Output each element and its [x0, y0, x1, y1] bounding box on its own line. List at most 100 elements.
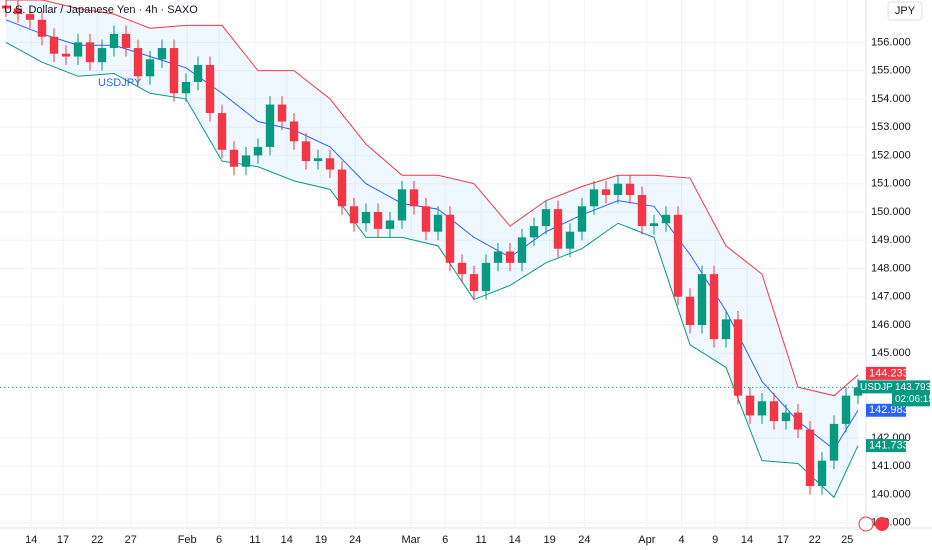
candle-body — [145, 59, 155, 77]
candle-body — [817, 460, 827, 487]
candle-body — [469, 274, 479, 292]
x-tick-label: 14 — [741, 534, 753, 546]
candle-body — [421, 206, 431, 232]
candle-body — [565, 231, 575, 249]
candle-body — [97, 48, 107, 63]
y-tick-label: 152.000 — [871, 149, 911, 161]
y-tick-label: 149.000 — [871, 234, 911, 246]
candle-body — [241, 155, 251, 167]
candle-body — [613, 183, 623, 195]
candle-body — [109, 33, 119, 49]
candle-body — [445, 214, 455, 263]
candle-body — [517, 237, 527, 263]
candle-body — [769, 401, 779, 422]
series-label: USDJPY — [98, 77, 142, 89]
flag-icon[interactable] — [875, 517, 889, 531]
x-tick-label: Apr — [638, 534, 655, 546]
candle-body — [805, 429, 815, 487]
x-tick-label: 17 — [57, 534, 69, 546]
x-tick-label: 6 — [216, 534, 222, 546]
candle-body — [493, 251, 503, 263]
candle-body — [217, 113, 227, 150]
candle-body — [757, 401, 767, 416]
last-price-badge — [892, 380, 930, 407]
price-badge — [866, 366, 906, 380]
candle-body — [385, 220, 395, 229]
candle-body — [85, 42, 95, 63]
candle-body — [193, 65, 203, 82]
candle-body — [697, 274, 707, 325]
candle-body — [265, 104, 275, 147]
band-line — [5, 41, 859, 499]
candle-body — [637, 195, 647, 227]
candle-body — [457, 262, 467, 275]
candle-body — [793, 412, 803, 430]
symbol-badge — [858, 380, 892, 394]
candle-body — [49, 36, 59, 54]
price-badge-label: 142.983 — [869, 404, 909, 416]
candle-body — [1, 5, 11, 9]
x-tick-label: Mar — [402, 534, 421, 546]
candle-body — [325, 158, 335, 170]
y-tick-label: 148.000 — [871, 262, 911, 274]
price-badge — [866, 403, 906, 417]
candle-body — [481, 262, 491, 292]
x-tick-label: 27 — [125, 534, 137, 546]
candle-body — [205, 65, 215, 114]
x-tick-label: 11 — [249, 534, 260, 546]
y-tick-label: 147.000 — [871, 291, 911, 303]
candle-body — [673, 214, 683, 297]
candle-body — [61, 53, 71, 57]
candle-body — [589, 189, 599, 207]
candle-body — [13, 8, 23, 15]
candle-body — [841, 395, 851, 424]
x-tick-label: 19 — [543, 534, 555, 546]
candle-body — [373, 211, 383, 229]
last-price-label: 143.793 — [895, 382, 932, 393]
candle-body — [229, 149, 239, 167]
band-line — [6, 0, 859, 397]
alert-icon[interactable] — [858, 516, 874, 532]
price-badge-label: 144.233 — [869, 367, 909, 379]
candle-body — [721, 319, 731, 340]
x-tick-label: 6 — [442, 534, 448, 546]
y-tick-label: 155.000 — [871, 65, 911, 77]
x-tick-label: 24 — [349, 534, 361, 546]
currency-box[interactable] — [887, 1, 923, 21]
candle-body — [685, 296, 695, 325]
candle-body — [253, 146, 263, 156]
candle-body — [181, 81, 191, 94]
currency: JPY — [895, 5, 916, 17]
price-badge — [866, 439, 906, 453]
candle-body — [829, 423, 839, 461]
candle-body — [577, 206, 587, 232]
candle-body — [745, 395, 755, 416]
candle-body — [529, 226, 539, 238]
y-tick-label: 153.000 — [871, 121, 911, 133]
y-tick-label: 156.000 — [871, 36, 911, 48]
x-tick-label: 24 — [578, 534, 590, 546]
candle-body — [313, 158, 323, 162]
x-tick-label: 9 — [712, 534, 718, 546]
y-tick-label: 154.000 — [871, 93, 911, 105]
candle-body — [733, 319, 743, 396]
candle-body — [409, 189, 419, 207]
x-tick-label: 14 — [281, 534, 293, 546]
candle-body — [157, 48, 167, 60]
chart-title: U.S. Dollar / Japanese Yen · 4h · SAXO — [4, 4, 198, 16]
x-tick-label: 4 — [679, 534, 685, 546]
candle-body — [169, 48, 179, 94]
candle-body — [709, 274, 719, 340]
y-tick-label: 151.000 — [871, 178, 911, 190]
candle-body — [781, 412, 791, 422]
candle-body — [73, 42, 83, 57]
candle-body — [133, 48, 143, 77]
symbol-badge-label: USDJPY — [860, 382, 900, 393]
candle-body — [277, 104, 287, 122]
x-tick-label: 22 — [809, 534, 821, 546]
candle-body — [661, 214, 671, 224]
candle-body — [37, 19, 47, 37]
candle-body — [349, 206, 359, 224]
